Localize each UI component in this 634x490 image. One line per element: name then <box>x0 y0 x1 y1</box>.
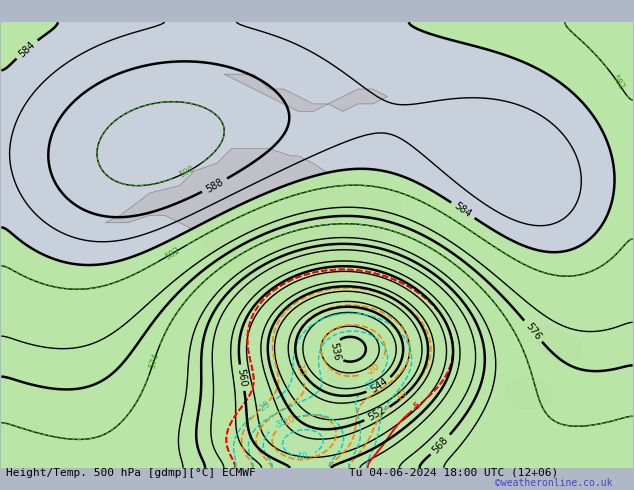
Text: 560: 560 <box>236 368 249 388</box>
Text: 582: 582 <box>610 74 626 92</box>
Text: 536: 536 <box>328 342 342 362</box>
Text: -30: -30 <box>363 376 379 392</box>
Polygon shape <box>224 74 387 111</box>
Text: -35: -35 <box>273 416 290 430</box>
Text: 568: 568 <box>430 435 450 455</box>
Text: 584: 584 <box>16 39 37 59</box>
Text: -20: -20 <box>280 414 297 429</box>
Text: Height/Temp. 500 hPa [gdmp][°C] ECMWF: Height/Temp. 500 hPa [gdmp][°C] ECMWF <box>6 468 256 478</box>
Polygon shape <box>536 327 581 364</box>
Text: 576: 576 <box>524 321 543 342</box>
Text: ©weatheronline.co.uk: ©weatheronline.co.uk <box>495 478 612 488</box>
Text: -5: -5 <box>411 400 424 413</box>
Text: 544: 544 <box>369 376 390 395</box>
Text: 588: 588 <box>204 176 225 194</box>
Text: 590: 590 <box>178 164 197 180</box>
Text: -25: -25 <box>256 400 273 415</box>
Text: -10: -10 <box>392 388 410 404</box>
Text: 584: 584 <box>453 201 474 220</box>
Text: -40: -40 <box>294 452 308 461</box>
Text: Tu 04-06-2024 18:00 UTC (12+06): Tu 04-06-2024 18:00 UTC (12+06) <box>349 468 558 478</box>
Polygon shape <box>328 356 358 386</box>
Text: 552: 552 <box>366 405 388 423</box>
Polygon shape <box>105 148 403 319</box>
Polygon shape <box>507 379 551 408</box>
Text: -5: -5 <box>411 400 424 413</box>
Text: 574: 574 <box>148 351 161 369</box>
Text: -20: -20 <box>364 361 381 377</box>
Text: 582: 582 <box>164 245 181 262</box>
Text: -15: -15 <box>294 361 307 378</box>
